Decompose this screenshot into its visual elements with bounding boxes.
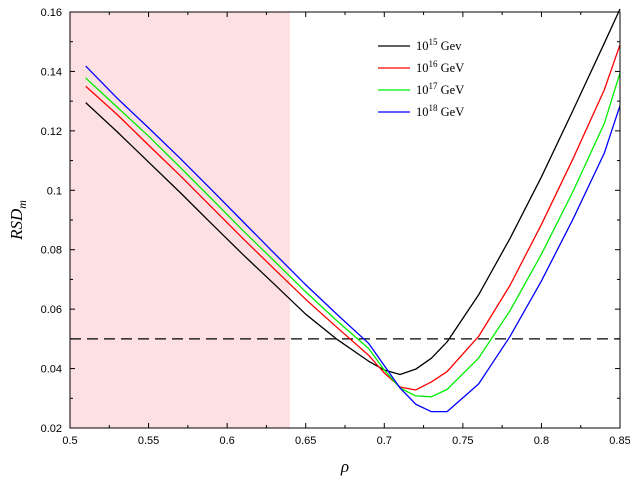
y-tick-label: 0.02 xyxy=(41,423,62,435)
x-tick-label: 0.75 xyxy=(452,435,473,447)
legend-label-4: 1018 GeV xyxy=(416,103,464,119)
legend-label-3: 1017 GeV xyxy=(416,81,464,97)
y-tick-label: 0.06 xyxy=(41,304,62,316)
series-layer xyxy=(85,8,621,413)
axis-ticks-layer: 0.5 0.55 0.6 0.65 0.7 0.75 0.8 0.85 0.02 0.04 0.06… xyxy=(41,7,630,447)
axis-titles-layer: ρ RSDm xyxy=(7,200,349,476)
x-tick-label: 0.7 xyxy=(377,435,392,447)
series-line-2 xyxy=(85,44,621,391)
series-line-4 xyxy=(85,65,621,413)
legend: 1015 Gev 1016 GeV 1017 GeV 1018 GeV xyxy=(378,37,464,119)
x-tick-label: 0.8 xyxy=(534,435,549,447)
y-tick-label: 0.04 xyxy=(41,364,62,376)
shaded-region-layer xyxy=(70,12,290,428)
y-tick-label: 0.16 xyxy=(41,7,62,19)
y-tick-label: 0.14 xyxy=(41,66,62,78)
legend-label-2: 1016 GeV xyxy=(416,59,464,75)
x-tick-label: 0.6 xyxy=(219,435,234,447)
y-tick-label: 0.08 xyxy=(41,245,62,257)
x-tick-label: 0.65 xyxy=(295,435,316,447)
y-axis-title: RSDm xyxy=(7,200,29,241)
x-tick-label: 0.85 xyxy=(609,435,630,447)
x-tick-label: 0.55 xyxy=(138,435,159,447)
y-tick-label: 0.12 xyxy=(41,126,62,138)
series-line-3 xyxy=(85,72,621,398)
x-tick-label: 0.5 xyxy=(62,435,77,447)
shaded-region xyxy=(70,12,290,428)
y-tick-label: 0.1 xyxy=(47,185,62,197)
legend-label-1: 1015 Gev xyxy=(416,37,462,53)
x-axis-title: ρ xyxy=(340,457,349,476)
